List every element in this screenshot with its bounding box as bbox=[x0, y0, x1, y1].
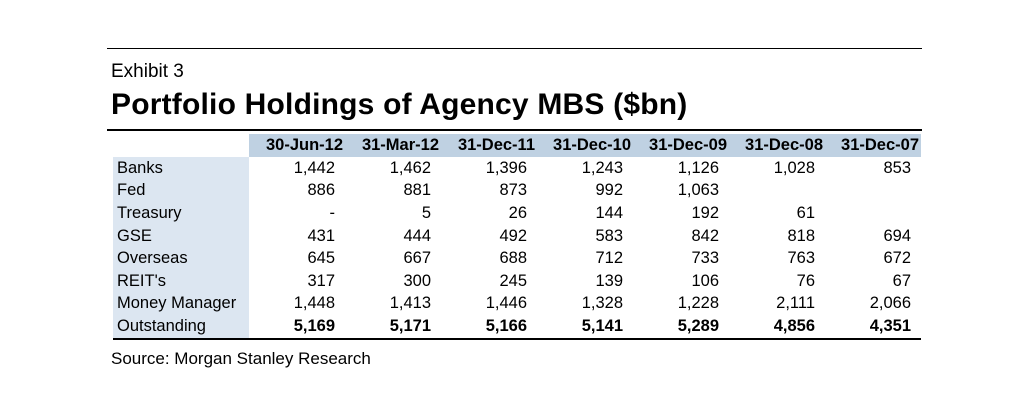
table-cell: 492 bbox=[499, 226, 527, 245]
exhibit-label: Exhibit 3 bbox=[111, 61, 184, 82]
table-cell: 5,166 bbox=[441, 315, 537, 340]
table-cell: 672 bbox=[883, 249, 911, 268]
table-cell: 667 bbox=[403, 249, 431, 268]
table-row: GSE 431 444 492 583 842 818 694 bbox=[113, 224, 921, 248]
table-row: Money Manager 1,448 1,413 1,446 1,328 1,… bbox=[113, 292, 921, 316]
table-cell: 5,289 bbox=[633, 315, 729, 340]
table-cell: 192 bbox=[691, 203, 719, 222]
table-cell: 76 bbox=[796, 271, 815, 290]
table-cell: 5,169 bbox=[249, 315, 345, 340]
table-cell: 2,111 bbox=[776, 294, 815, 313]
table-cell: 431 bbox=[307, 226, 335, 245]
table-cell: 1,063 bbox=[677, 181, 719, 200]
row-label: Overseas bbox=[113, 247, 249, 270]
table-cell: 1,462 bbox=[389, 158, 431, 177]
table-cell: 992 bbox=[595, 181, 623, 200]
table-cell: 444 bbox=[403, 226, 431, 245]
table-row: Treasury - 5 26 144 192 61 bbox=[113, 202, 921, 225]
table-cell: - bbox=[329, 203, 336, 222]
table-cell: 733 bbox=[691, 249, 719, 268]
exhibit-title: Portfolio Holdings of Agency MBS ($bn) bbox=[111, 88, 688, 121]
row-label: REIT's bbox=[113, 269, 249, 293]
table-cell: 139 bbox=[595, 271, 623, 290]
table-cell: 1,413 bbox=[389, 294, 431, 313]
table-cell: 853 bbox=[883, 158, 911, 177]
table-cell: 26 bbox=[508, 203, 527, 222]
table-row: REIT's 317 300 245 139 106 76 67 bbox=[113, 269, 921, 293]
table-cell: 694 bbox=[883, 226, 911, 245]
column-header: 31-Mar-12 bbox=[361, 136, 439, 154]
row-label: Banks bbox=[113, 157, 249, 180]
top-rule bbox=[107, 48, 922, 49]
table-cell: 873 bbox=[499, 181, 527, 200]
table-cell: 881 bbox=[403, 181, 431, 200]
row-label: Outstanding bbox=[113, 315, 249, 340]
table-cell: 67 bbox=[892, 271, 911, 290]
total-row: Outstanding 5,169 5,171 5,166 5,141 5,28… bbox=[113, 315, 921, 340]
source-note: Source: Morgan Stanley Research bbox=[111, 349, 371, 368]
table-cell: 1,442 bbox=[293, 158, 335, 177]
column-header: 31-Dec-10 bbox=[553, 136, 631, 154]
table-cell: 61 bbox=[796, 203, 815, 222]
table-cell: 317 bbox=[307, 271, 335, 290]
table-cell bbox=[729, 180, 825, 203]
table-cell: 5,171 bbox=[345, 315, 441, 340]
column-header: 31-Dec-07 bbox=[841, 136, 919, 154]
table-cell: 1,028 bbox=[773, 158, 815, 177]
table-cell: 1,446 bbox=[485, 294, 527, 313]
table-cell: 4,856 bbox=[729, 315, 825, 340]
column-header: 30-Jun-12 bbox=[265, 136, 343, 154]
table-cell: 245 bbox=[499, 271, 527, 290]
row-label: Money Manager bbox=[113, 292, 249, 316]
table-cell: 583 bbox=[595, 226, 623, 245]
table-cell: 818 bbox=[787, 226, 815, 245]
table-row: Banks 1,442 1,462 1,396 1,243 1,126 1,02… bbox=[113, 157, 921, 180]
header-corner bbox=[113, 134, 249, 157]
table-cell: 1,448 bbox=[293, 294, 335, 313]
table-cell: 1,396 bbox=[485, 158, 527, 177]
table-cell: 106 bbox=[691, 271, 719, 290]
table-cell: 2,066 bbox=[869, 294, 911, 313]
column-header: 31-Dec-09 bbox=[649, 136, 727, 154]
column-header: 31-Dec-08 bbox=[745, 136, 823, 154]
table-cell bbox=[825, 180, 921, 203]
table-cell: 144 bbox=[595, 203, 623, 222]
table-cell: 1,243 bbox=[581, 158, 623, 177]
table-row: Overseas 645 667 688 712 733 763 672 bbox=[113, 247, 921, 270]
table-row: Fed 886 881 873 992 1,063 bbox=[113, 179, 921, 203]
table-cell: 712 bbox=[595, 249, 623, 268]
row-label: Fed bbox=[113, 179, 249, 203]
header-row: 30-Jun-12 31-Mar-12 31-Dec-11 31-Dec-10 … bbox=[113, 134, 921, 157]
table-cell: 4,351 bbox=[825, 315, 921, 340]
table-cell: 1,328 bbox=[581, 294, 623, 313]
table-cell: 688 bbox=[499, 249, 527, 268]
holdings-table: 30-Jun-12 31-Mar-12 31-Dec-11 31-Dec-10 … bbox=[113, 134, 921, 340]
column-header: 31-Dec-11 bbox=[457, 136, 535, 154]
table-cell bbox=[825, 202, 921, 225]
title-rule bbox=[107, 129, 922, 131]
table-cell: 842 bbox=[691, 226, 719, 245]
table-cell: 300 bbox=[403, 271, 431, 290]
row-label: GSE bbox=[113, 224, 249, 248]
table-cell: 886 bbox=[307, 181, 335, 200]
table-cell: 5 bbox=[421, 203, 431, 222]
table-cell: 5,141 bbox=[537, 315, 633, 340]
table-cell: 1,126 bbox=[677, 158, 719, 177]
row-label: Treasury bbox=[113, 202, 249, 225]
table-cell: 763 bbox=[787, 249, 815, 268]
table-cell: 645 bbox=[307, 249, 335, 268]
table-cell: 1,228 bbox=[677, 294, 719, 313]
